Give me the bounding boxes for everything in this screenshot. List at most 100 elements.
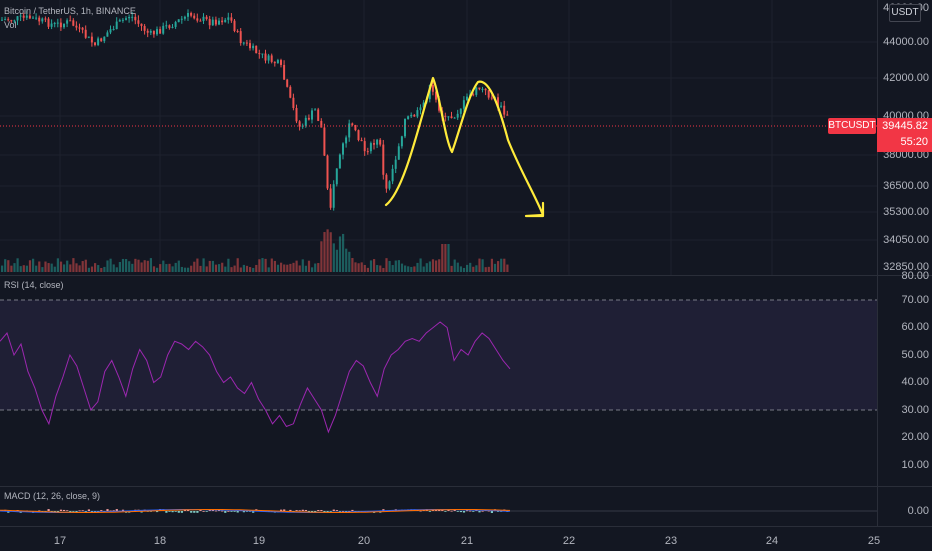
currency-button[interactable]: USDT: [889, 4, 921, 22]
volume-bar: [413, 266, 416, 272]
volume-bar: [435, 260, 438, 272]
rsi-pane[interactable]: RSI (14, close): [0, 276, 877, 486]
candle-body: [239, 31, 242, 44]
candle-body: [369, 143, 372, 152]
macd-histogram-bar: [227, 510, 230, 512]
macd-histogram-bar: [447, 510, 450, 511]
volume-bar: [100, 267, 103, 272]
volume-bar: [447, 244, 450, 272]
candle-body: [435, 91, 437, 100]
candle-body: [311, 110, 313, 120]
macd-histogram-bar: [38, 510, 41, 512]
candle-body: [490, 97, 493, 99]
macd-pane[interactable]: MACD (12, 26, close, 9): [0, 487, 877, 526]
volume-bar: [35, 265, 38, 272]
volume-bar: [444, 244, 447, 272]
candle-body: [245, 42, 248, 44]
volume-bar: [304, 265, 307, 272]
volume-bar: [481, 259, 484, 272]
candle-body: [332, 184, 335, 208]
candle-body: [168, 25, 171, 28]
candle-body: [66, 20, 69, 24]
volume-bar: [22, 265, 25, 272]
volume-bar: [152, 266, 156, 272]
rsi-tick: 50.00: [901, 349, 929, 361]
candle-body: [109, 29, 112, 33]
price-chart-canvas[interactable]: [0, 0, 877, 275]
volume-bar: [338, 236, 342, 272]
candle-body: [298, 121, 301, 127]
candle-body: [214, 19, 217, 25]
volume-bar: [472, 266, 475, 272]
volume-bar: [478, 258, 481, 272]
volume-bar: [428, 261, 431, 272]
candle-body: [459, 108, 462, 114]
candle-body: [335, 168, 338, 185]
macd-histogram-bar: [84, 511, 87, 512]
pane-separator[interactable]: [0, 486, 932, 487]
macd-histogram-bar: [382, 509, 385, 511]
volume-bar: [329, 232, 332, 272]
volume-bar: [162, 260, 165, 272]
macd-histogram-bar: [100, 510, 103, 511]
volume-bar: [345, 248, 348, 272]
candle-body: [121, 19, 124, 21]
candle-body: [7, 19, 10, 21]
macd-histogram-bar: [280, 509, 283, 511]
macd-histogram-bar: [94, 511, 97, 512]
candle-body: [41, 18, 44, 22]
candle-body: [314, 109, 317, 111]
volume-bar: [280, 262, 283, 272]
volume-bar: [41, 267, 44, 272]
ticker-tag: BTCUSDT: [828, 118, 876, 134]
drawing-double-top: [384, 76, 545, 218]
macd-histogram-bar: [245, 511, 249, 512]
candle-body: [419, 107, 422, 111]
volume-bar: [56, 258, 59, 272]
volume-bar: [295, 260, 298, 272]
candle-body: [289, 86, 292, 98]
macd-histogram-bar: [304, 509, 307, 511]
volume-bar: [466, 264, 469, 272]
time-axis[interactable]: 17 18 19 20 21 22 23 24 25: [0, 526, 932, 551]
time-tick: 21: [460, 535, 474, 547]
volume-bar: [286, 264, 289, 272]
rsi-tick: 10.00: [901, 459, 929, 471]
rsi-canvas[interactable]: [0, 276, 877, 486]
current-price-label: 39445.82 55:20: [877, 118, 932, 152]
volume-bar: [360, 262, 363, 272]
rsi-axis[interactable]: 80.00 70.00 60.00 50.00 40.00 30.00 20.0…: [877, 270, 932, 486]
candle-body: [128, 16, 131, 19]
macd-histogram-bar: [75, 511, 78, 513]
volume-bar: [174, 262, 177, 272]
macd-histogram-bar: [317, 509, 320, 511]
candle-body: [112, 29, 115, 31]
volume-bar: [143, 260, 146, 272]
volume-bar: [196, 258, 199, 272]
candle-body: [131, 16, 134, 18]
macd-histogram-bar: [478, 511, 481, 513]
volume-bar: [233, 265, 236, 272]
candle-body: [431, 85, 434, 92]
candle-body: [385, 174, 388, 189]
volume-bar: [289, 263, 292, 272]
volume-bar: [69, 264, 72, 272]
candle-body: [407, 116, 410, 120]
macd-histogram-bar: [323, 511, 326, 513]
volume-bar: [72, 258, 75, 272]
candle-body: [174, 22, 177, 27]
price-chart-pane[interactable]: Bitcoin / TetherUS, 1h, BINANCE Vol BTCU…: [0, 0, 877, 275]
pane-separator[interactable]: [0, 275, 932, 276]
candle-body: [202, 16, 205, 22]
candle-body: [376, 139, 379, 145]
candle-body: [199, 20, 202, 22]
macd-histogram-bar: [487, 510, 490, 512]
macd-histogram-bar: [72, 511, 75, 512]
time-tick: 23: [664, 535, 678, 547]
candle-body: [75, 25, 78, 28]
macd-canvas[interactable]: [0, 487, 877, 526]
volume-bar: [63, 264, 66, 272]
candle-body: [125, 18, 127, 20]
macd-axis[interactable]: 0.00: [877, 487, 932, 526]
volume-bar: [459, 266, 462, 272]
